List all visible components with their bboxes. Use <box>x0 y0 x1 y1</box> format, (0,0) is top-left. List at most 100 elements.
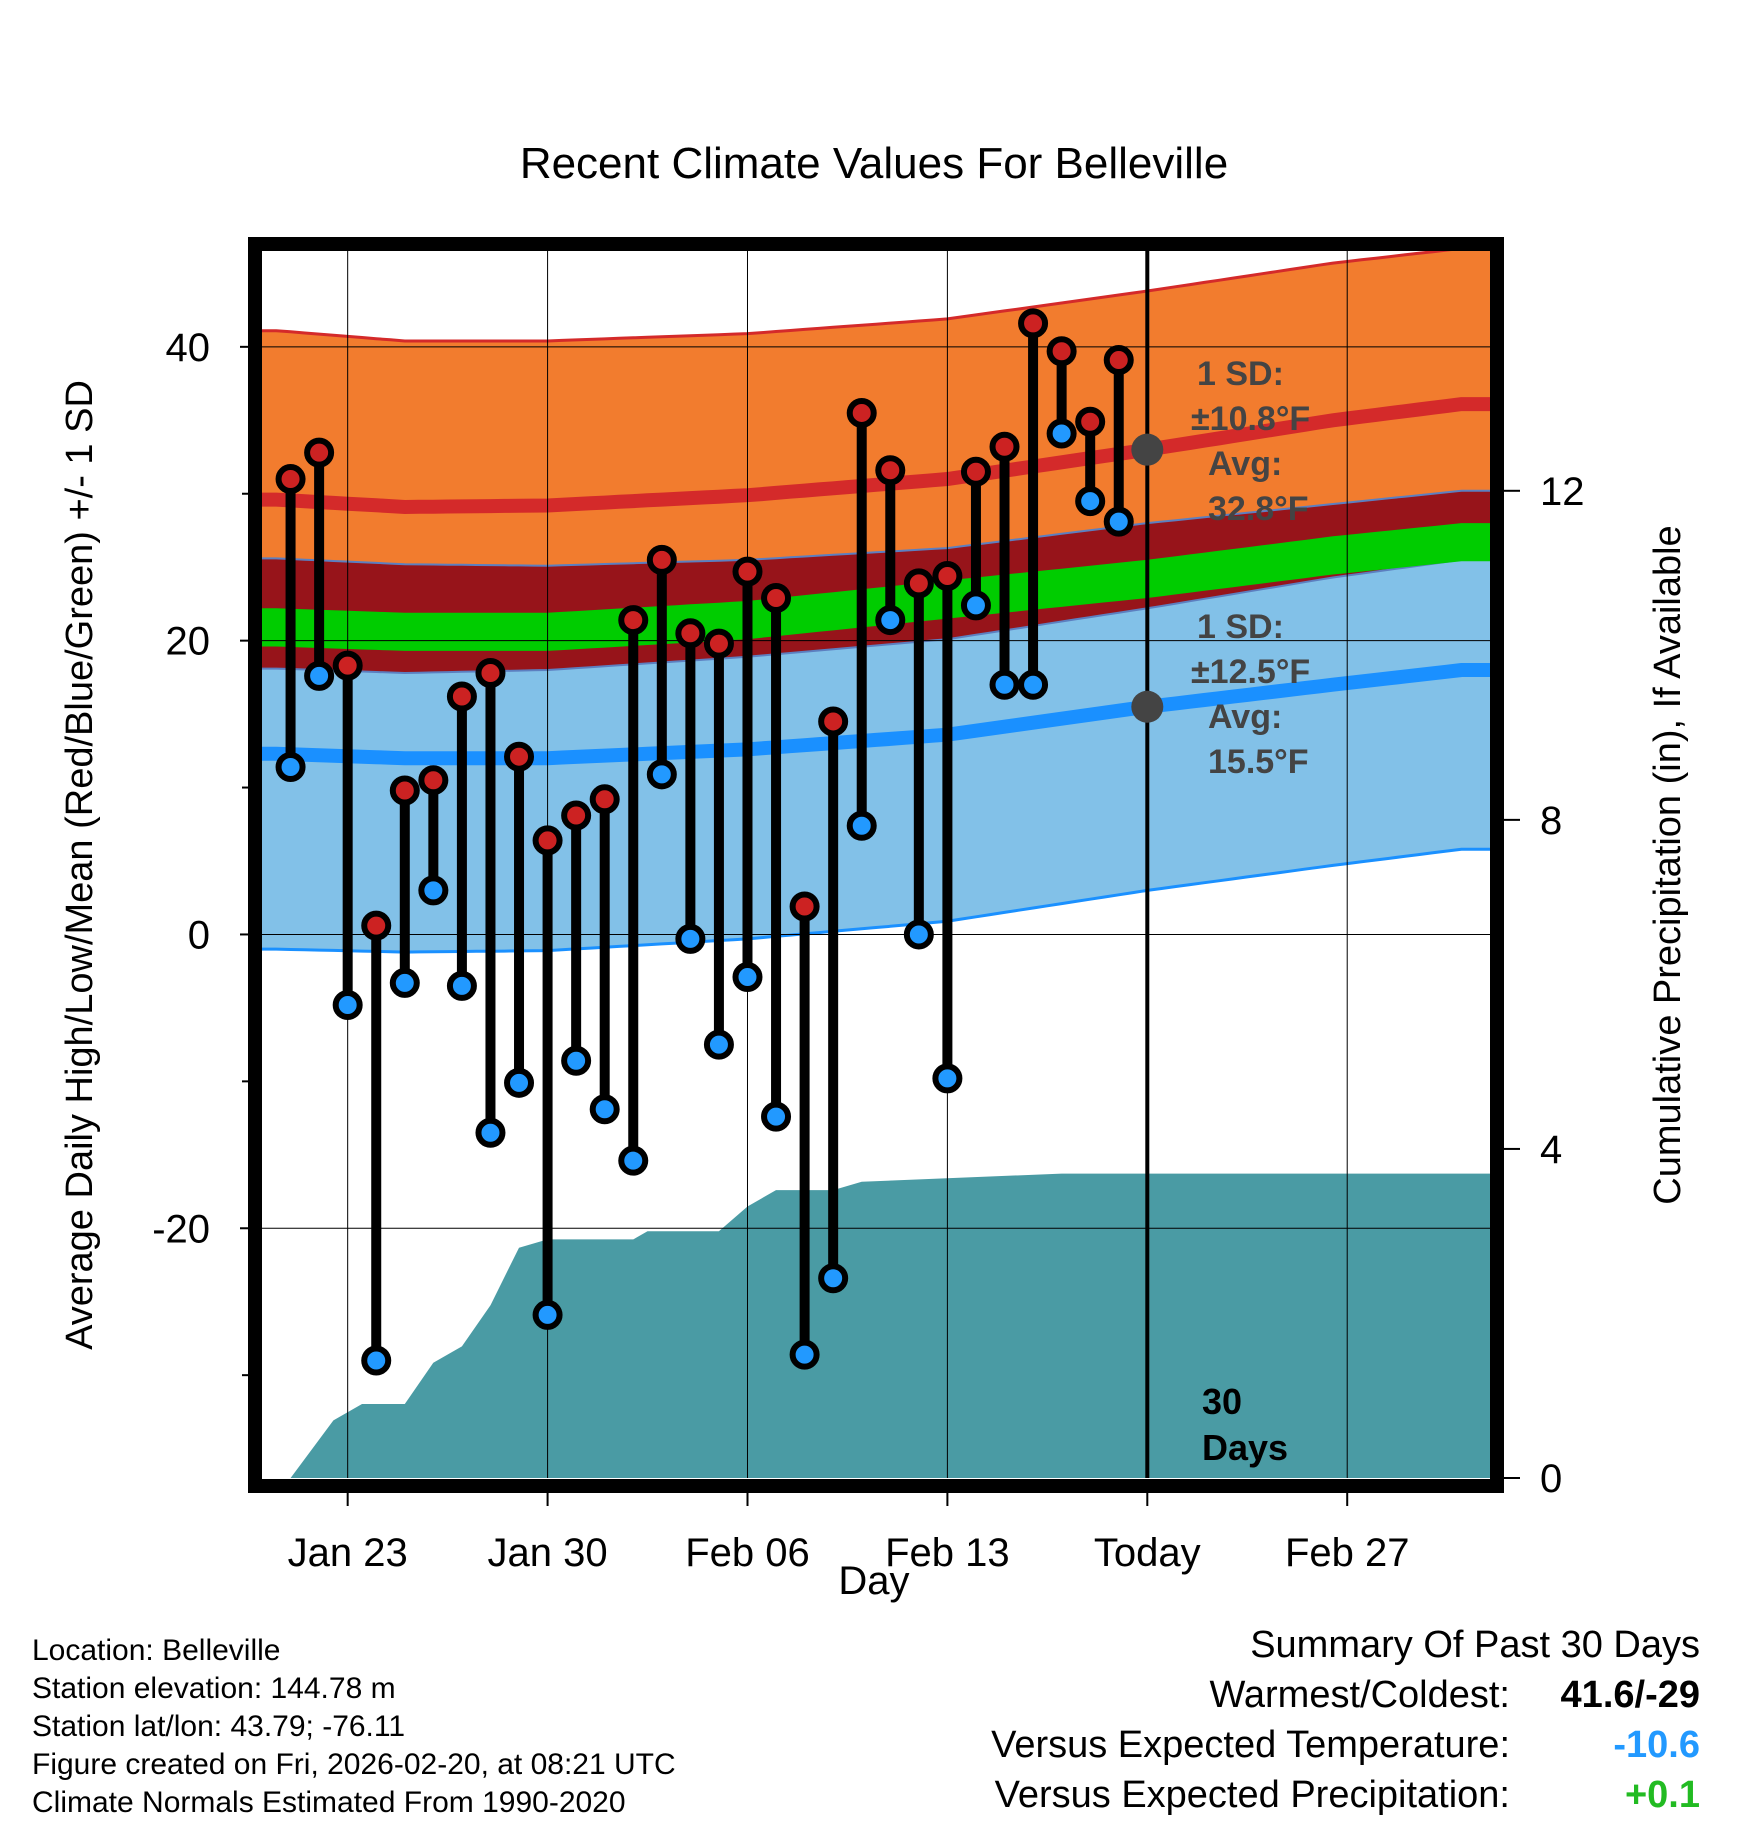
x-tick-label: Jan 23 <box>288 1531 408 1575</box>
high-point <box>903 568 934 599</box>
high-point <box>532 825 563 856</box>
x-tick-label: Feb 13 <box>885 1531 1010 1575</box>
high-point <box>618 605 649 636</box>
low-point <box>675 923 706 954</box>
high-point <box>1018 308 1049 339</box>
high-sd-label: 1 SD: <box>1197 355 1284 393</box>
high-point <box>932 561 963 592</box>
high-point <box>789 891 820 922</box>
chart-title: Recent Climate Values For Belleville <box>520 139 1228 188</box>
x-tick-label: Jan 30 <box>488 1531 608 1575</box>
precipitation-area <box>290 1173 1490 1478</box>
y-tick-label: 0 <box>188 913 210 957</box>
temp-vs-expected-label: Versus Expected Temperature: <box>991 1724 1510 1766</box>
days-word: Days <box>1202 1427 1288 1468</box>
low-point <box>703 1029 734 1060</box>
low-point <box>475 1117 506 1148</box>
low-point <box>304 660 335 691</box>
high-sd-value: ±10.8°F <box>1191 400 1310 438</box>
x-tick-label: Feb 06 <box>685 1531 810 1575</box>
y-tick-label: 40 <box>166 326 211 370</box>
precip-fill <box>290 1173 1490 1478</box>
low-point <box>818 1263 849 1294</box>
high-point <box>646 544 677 575</box>
low-avg-label: Avg: <box>1208 698 1282 736</box>
summary-temp-row: Versus Expected Temperature: -10.6 <box>800 1720 1700 1770</box>
low-point <box>361 1345 392 1376</box>
low-point <box>561 1045 592 1076</box>
high-point <box>475 657 506 688</box>
high-point <box>332 650 363 681</box>
days-count: 30 <box>1202 1381 1242 1422</box>
summary-title-row: Summary Of Past 30 Days <box>800 1620 1700 1670</box>
low-point <box>389 967 420 998</box>
y-tick-label: -20 <box>152 1207 210 1251</box>
x-axis-label: Day <box>838 1559 909 1603</box>
y2-tick-label: 0 <box>1540 1457 1562 1501</box>
high-point <box>703 628 734 659</box>
low-point <box>989 669 1020 700</box>
high-point <box>446 681 477 712</box>
high-point <box>361 910 392 941</box>
created-text: Figure created on Fri, 2026-02-20, at 08… <box>32 1748 676 1781</box>
low-point <box>532 1299 563 1330</box>
y-axis-right-label: Cumulative Precipitation (in), If Availa… <box>1647 525 1689 1204</box>
high-point <box>561 800 592 831</box>
y-axis-left-label: Average Daily High/Low/Mean (Red/Blue/Gr… <box>59 380 101 1350</box>
high-point <box>304 437 335 468</box>
low-point <box>589 1094 620 1125</box>
y-tick-label: 20 <box>166 620 211 664</box>
high-avg-marker <box>1131 433 1164 466</box>
low-point <box>846 810 877 841</box>
daily-range-bars <box>275 308 1164 1376</box>
normals-text: Climate Normals Estimated From 1990-2020 <box>32 1786 626 1819</box>
high-point <box>989 431 1020 462</box>
normal-annotations: 1 SD: ±10.8°F Avg: 32.8°F 1 SD: ±12.5°F … <box>1191 355 1310 1468</box>
normal-bands <box>262 246 1490 954</box>
elevation-text: Station elevation: 144.78 m <box>32 1672 396 1705</box>
warmest-label: Warmest/Coldest: <box>1209 1674 1510 1716</box>
x-tick-label: Feb 27 <box>1285 1531 1410 1575</box>
summary-precip-row: Versus Expected Precipitation: +0.1 <box>800 1770 1700 1820</box>
low-point <box>275 751 306 782</box>
low-point <box>332 989 363 1020</box>
precip-vs-expected-label: Versus Expected Precipitation: <box>994 1774 1510 1816</box>
mean-normal-line <box>262 523 1490 651</box>
location-text: Location: Belleville <box>32 1634 281 1667</box>
low-point <box>875 605 906 636</box>
high-avg-label: Avg: <box>1208 445 1282 483</box>
high-point <box>589 784 620 815</box>
high-point <box>504 741 535 772</box>
low-point <box>1103 506 1134 537</box>
summary-title: Summary Of Past 30 Days <box>1250 1624 1700 1666</box>
low-point <box>1046 418 1077 449</box>
low-sd-value: ±12.5°F <box>1191 653 1310 691</box>
high-normal-line <box>262 397 1490 515</box>
low-upper-edge <box>262 489 1490 567</box>
low-avg-marker <box>1131 690 1164 723</box>
high-point <box>875 455 906 486</box>
high-avg-value: 32.8°F <box>1208 490 1309 528</box>
high-point <box>389 775 420 806</box>
low-point <box>732 962 763 993</box>
latlon-text: Station lat/lon: 43.79; -76.11 <box>32 1710 406 1743</box>
high-point <box>1075 406 1106 437</box>
high-point <box>732 556 763 587</box>
plot-frame <box>248 237 1504 1493</box>
low-point <box>903 919 934 950</box>
warmest-value: 41.6/-29 <box>1560 1674 1700 1716</box>
station-info: Location: Belleville Station elevation: … <box>32 1632 676 1822</box>
high-point <box>1103 345 1134 376</box>
summary-warmest-row: Warmest/Coldest: 41.6/-29 <box>800 1670 1700 1720</box>
high-point <box>818 706 849 737</box>
low-point <box>1018 669 1049 700</box>
low-point <box>789 1339 820 1370</box>
high-point <box>846 397 877 428</box>
y2-tick-label: 12 <box>1540 470 1585 514</box>
low-point <box>1075 486 1106 517</box>
high-point <box>418 765 449 796</box>
climate-chart: Recent Climate Values For Belleville 1 S… <box>59 139 1689 1603</box>
high-point <box>675 618 706 649</box>
high-point <box>960 456 991 487</box>
axes: Jan 23 Jan 30 Feb 06 Feb 13 Today Feb 2740200… <box>152 326 1584 1575</box>
